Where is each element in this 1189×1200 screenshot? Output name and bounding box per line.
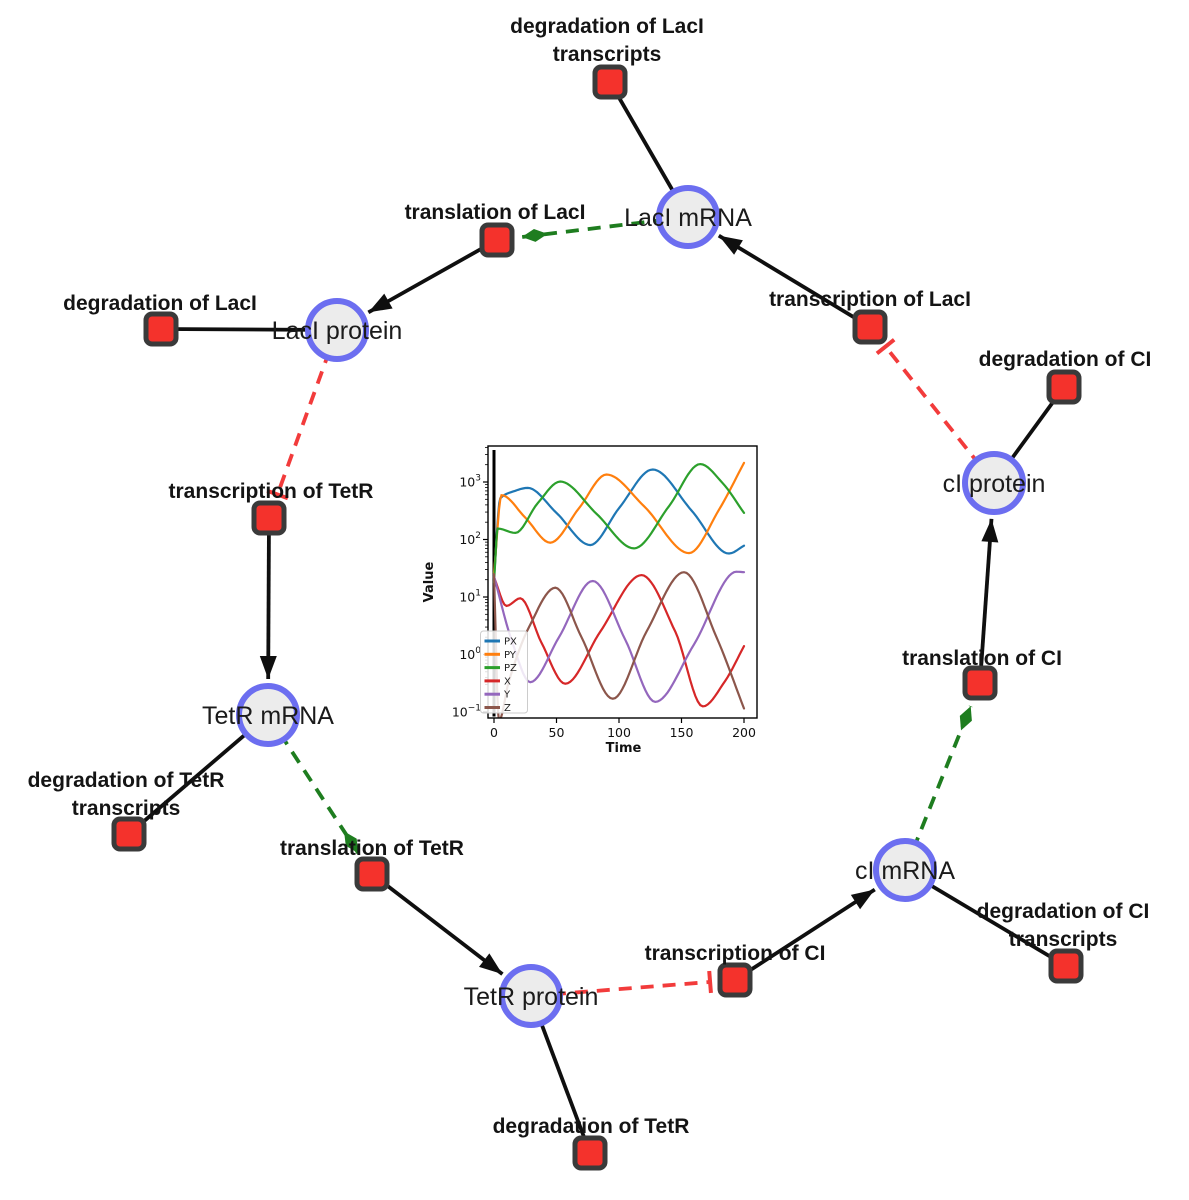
nodes-layer xyxy=(111,64,1084,1171)
reaction-node-tc_tetr[interactable] xyxy=(251,500,287,536)
legend-label-PZ: PZ xyxy=(504,663,517,674)
reaction-label-deg_ci_tx: transcripts xyxy=(1009,928,1118,951)
reaction-label-deg_tetr_tx: transcripts xyxy=(72,797,181,820)
reaction-node-deg_ci_tx[interactable] xyxy=(1048,948,1084,984)
y-tick-exponent: 1 xyxy=(475,589,481,599)
species-node-ci_mrna[interactable] xyxy=(873,838,937,902)
reaction-node-tc_laci[interactable] xyxy=(852,309,888,345)
reaction-label-deg_tetr: degradation of TetR xyxy=(493,1115,690,1138)
y-axis-label: Value xyxy=(422,561,437,602)
legend: PX PY PZ XYZ xyxy=(480,630,528,714)
production-arrowhead-icon xyxy=(479,953,503,975)
reaction-label-tl_ci: translation of CI xyxy=(902,647,1062,670)
reaction-label-tc_laci: transcription of LacI xyxy=(769,288,971,311)
x-axis-label: Time xyxy=(606,741,642,756)
edge-tc_tetr-tetr_mrna-production xyxy=(266,517,271,680)
production-arrowhead-icon xyxy=(368,293,393,313)
x-tick-label: 0 xyxy=(490,725,498,740)
reaction-label-deg_laci_tx: transcripts xyxy=(553,43,662,66)
y-tick-base: 10 xyxy=(459,532,475,547)
species-label-laci_protein: LacI protein xyxy=(272,317,403,345)
y-tick-base: 10 xyxy=(459,475,475,490)
y-tick-label: 100 xyxy=(459,646,481,662)
edge-tl_ci-ci_protein-production xyxy=(978,518,994,684)
inhibition-tbar-icon xyxy=(707,970,713,994)
reaction-node-deg_ci[interactable] xyxy=(1046,369,1082,405)
y-tick-label: 103 xyxy=(459,474,481,490)
reaction-label-tl_tetr: translation of TetR xyxy=(280,837,464,860)
species-label-ci_protein: cI protein xyxy=(943,470,1046,498)
reaction-node-tc_ci[interactable] xyxy=(717,962,753,998)
reaction-label-tc_ci: transcription of CI xyxy=(645,942,826,965)
reaction-label-tc_tetr: transcription of TetR xyxy=(169,480,374,503)
legend-label-PX: PX xyxy=(504,637,517,648)
reaction-label-deg_laci: degradation of LacI xyxy=(63,292,257,315)
species-label-laci_mrna: LacI mRNA xyxy=(624,204,752,232)
species-node-laci_mrna[interactable] xyxy=(656,185,720,249)
plot-frame xyxy=(487,445,758,719)
y-tick-exponent: 3 xyxy=(475,474,481,484)
y-tick-base: 10 xyxy=(459,647,475,662)
production-arrowhead-icon xyxy=(718,235,743,255)
edge-tc_ci-ci_mrna-production xyxy=(733,887,876,982)
reaction-label-tl_laci: translation of LacI xyxy=(405,201,586,224)
y-tick-label: 102 xyxy=(459,531,481,547)
species-node-ci_protein[interactable] xyxy=(962,451,1026,515)
series-line-PX xyxy=(492,468,746,580)
y-tick-label: 10−1 xyxy=(452,704,481,720)
legend-label-X: X xyxy=(504,676,511,687)
series-line-PZ xyxy=(492,462,746,584)
y-tick-exponent: 2 xyxy=(475,531,481,541)
species-label-ci_mrna: cI mRNA xyxy=(855,857,955,885)
species-node-tetr_protein[interactable] xyxy=(499,964,563,1028)
legend-label-Z: Z xyxy=(504,703,511,714)
legend-label-Y: Y xyxy=(503,690,511,701)
edge-tc_laci-laci_mrna-production xyxy=(717,233,871,329)
reaction-node-deg_laci[interactable] xyxy=(143,311,179,347)
reaction-node-tl_ci[interactable] xyxy=(962,665,998,701)
reaction-node-tl_tetr[interactable] xyxy=(354,856,390,892)
production-arrowhead-icon xyxy=(259,655,277,680)
y-tick-base: 10 xyxy=(459,590,475,605)
x-tick-label: 100 xyxy=(607,725,631,740)
y-tick-exponent: −1 xyxy=(468,704,481,714)
y-tick-label: 101 xyxy=(459,589,481,605)
legend-label-PY: PY xyxy=(504,650,517,661)
catalysis-diamond-icon xyxy=(344,831,359,854)
production-arrowhead-icon xyxy=(850,889,875,910)
reaction-node-deg_tetr[interactable] xyxy=(572,1135,608,1171)
x-tick-label: 150 xyxy=(670,725,694,740)
legend-box xyxy=(480,630,528,714)
x-tick-label: 200 xyxy=(732,725,756,740)
reaction-node-deg_tetr_tx[interactable] xyxy=(111,816,147,852)
species-node-tetr_mrna[interactable] xyxy=(236,683,300,747)
reaction-label-deg_ci_tx: degradation of CI xyxy=(977,900,1150,923)
reaction-label-deg_ci: degradation of CI xyxy=(979,348,1152,371)
production-arrowhead-icon xyxy=(981,518,999,543)
inset-plot: 0 50 100 150 20010−1100101102103TimeValuePXP… xyxy=(415,422,777,767)
reaction-node-tl_laci[interactable] xyxy=(479,222,515,258)
species-node-laci_protein[interactable] xyxy=(305,298,369,362)
edge-tl_tetr-tetr_protein-production xyxy=(370,872,504,976)
reaction-node-deg_laci_tx[interactable] xyxy=(592,64,628,100)
inhibition-tbar-icon xyxy=(875,338,896,355)
reaction-label-deg_tetr_tx: degradation of TetR xyxy=(28,769,225,792)
series-line-PY xyxy=(492,461,746,575)
edge-tl_laci-laci_protein-production xyxy=(367,238,498,315)
catalysis-diamond-icon xyxy=(959,706,972,731)
y-tick-base: 10 xyxy=(452,705,468,720)
y-tick-exponent: 0 xyxy=(475,646,481,656)
species-label-tetr_mrna: TetR mRNA xyxy=(202,702,334,730)
inhibition-tbar-icon xyxy=(266,488,289,501)
catalysis-diamond-icon xyxy=(521,229,548,242)
labels-layer: LacI mRNA LacI protein TetR mRNA TetR prote… xyxy=(28,15,1152,1138)
species-label-tetr_protein: TetR protein xyxy=(464,983,599,1011)
reaction-label-deg_laci_tx: degradation of LacI xyxy=(510,15,704,38)
x-tick-label: 50 xyxy=(549,725,565,740)
